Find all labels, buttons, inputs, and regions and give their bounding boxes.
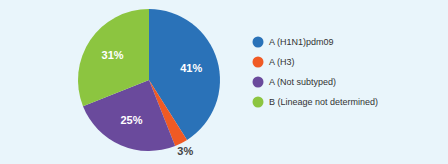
legend-label: B (Lineage not determined) — [269, 97, 378, 107]
data-label: 31% — [102, 49, 124, 61]
legend-swatch — [253, 57, 264, 68]
legend-swatch — [253, 37, 264, 48]
legend-swatch — [253, 97, 264, 108]
legend-entry: A (H3) — [253, 57, 295, 68]
legend-entry: A (H1N1)pdm09 — [253, 37, 334, 48]
legend-entry: B (Lineage not determined) — [253, 97, 379, 108]
legend-label: A (H3) — [269, 57, 295, 67]
data-label: 3% — [177, 145, 193, 157]
legend: A (H1N1)pdm09 A (H3) A (Not subtyped) B (Li… — [253, 37, 379, 108]
legend-label: A (Not subtyped) — [269, 77, 336, 87]
data-label: 41% — [180, 62, 202, 74]
chart: 41% 3% 25% 31% A (H1N1)pdm09 A (H3) A (Not sub… — [0, 0, 448, 164]
pie-slice — [78, 9, 149, 106]
data-labels: 41% 3% 25% 31% — [102, 49, 203, 157]
legend-entry: A (Not subtyped) — [253, 77, 337, 88]
pie — [78, 9, 220, 151]
legend-label: A (H1N1)pdm09 — [269, 37, 334, 47]
data-label: 25% — [121, 114, 143, 126]
legend-swatch — [253, 77, 264, 88]
background — [0, 0, 448, 164]
